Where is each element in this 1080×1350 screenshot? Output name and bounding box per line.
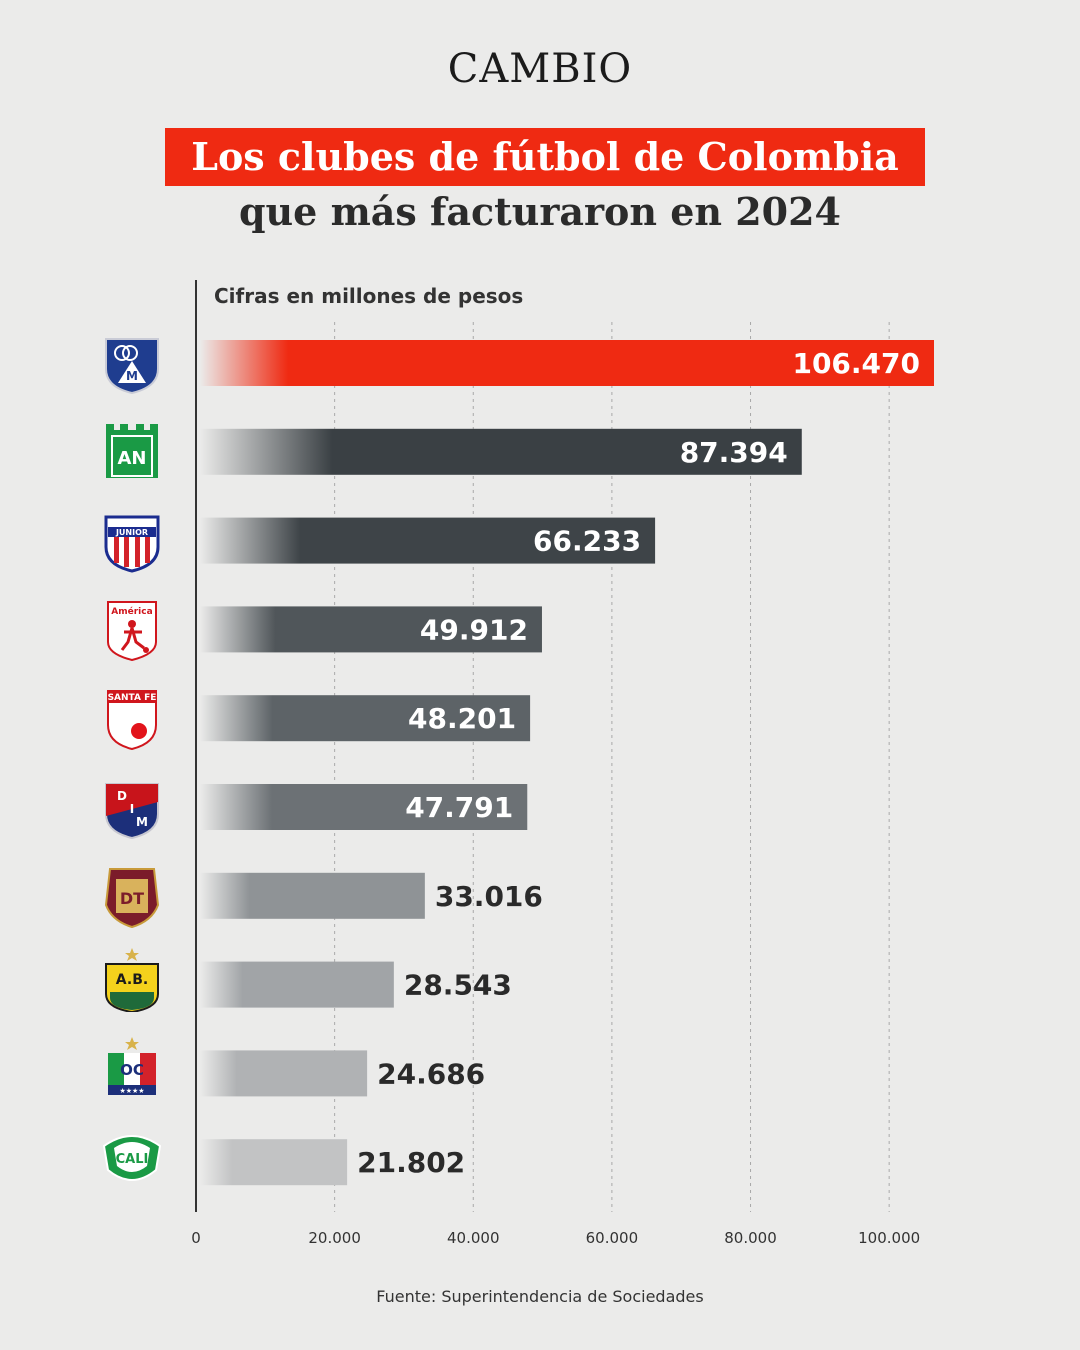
deportes-tolima-crest-icon: DT [100, 865, 164, 929]
chart-title-line2: que más facturaron en 2024 [238, 189, 841, 234]
bar [200, 1139, 348, 1186]
atletico-nacional-crest-icon: AN [100, 420, 164, 484]
svg-text:I: I [130, 802, 134, 816]
bar [200, 517, 656, 564]
junior-crest-icon: JUNIOR [100, 509, 164, 573]
bar-value-label: 28.543 [404, 969, 512, 1002]
millonarios-crest-icon: M [100, 331, 164, 395]
brand-logo: CAMBIO [447, 46, 633, 92]
bar [200, 428, 802, 475]
x-tick-label: 0 [191, 1229, 201, 1247]
bar [200, 872, 425, 919]
bar [200, 695, 531, 742]
bar-value-label: 33.016 [435, 880, 543, 913]
source-note: Fuente: Superintendencia de Sociedades [376, 1287, 704, 1306]
x-tick-label: 20.000 [308, 1229, 361, 1247]
bar-value-label: 21.802 [357, 1146, 465, 1179]
svg-text:★★★★: ★★★★ [119, 1087, 144, 1095]
bar [200, 784, 528, 830]
bar-value-label: 87.394 [680, 436, 788, 469]
bar-value-label: 47.791 [405, 791, 513, 824]
svg-text:JUNIOR: JUNIOR [115, 528, 148, 537]
svg-text:OC: OC [120, 1061, 144, 1079]
bar [200, 340, 934, 386]
bar [200, 1050, 368, 1097]
chart-subtitle: Cifras en millones de pesos [214, 284, 524, 308]
svg-text:CALI: CALI [116, 1152, 149, 1167]
bar [200, 961, 394, 1008]
america-de-cali-crest-icon: América [100, 598, 164, 662]
svg-text:M: M [126, 369, 138, 383]
x-tick-label: 80.000 [724, 1229, 777, 1247]
x-tick-label: 60.000 [586, 1229, 639, 1247]
bar-value-label: 48.201 [408, 702, 516, 735]
deportivo-cali-crest-icon: CALI [100, 1126, 164, 1190]
atletico-bucaramanga-crest-icon: A.B. [100, 948, 164, 1012]
svg-text:SANTA FE: SANTA FE [108, 693, 157, 703]
chart-title-highlight: Los clubes de fútbol de Colombia [165, 128, 925, 186]
bar [200, 606, 542, 653]
santa-fe-crest-icon: SANTA FE [100, 687, 164, 751]
x-tick-label: 100.000 [858, 1229, 920, 1247]
once-caldas-crest-icon: OC ★★★★ [100, 1037, 164, 1101]
svg-text:América: América [111, 606, 152, 617]
svg-text:DT: DT [120, 889, 144, 908]
bar-value-label: 49.912 [420, 613, 528, 646]
x-tick-label: 40.000 [447, 1229, 500, 1247]
bar-value-label: 24.686 [377, 1057, 485, 1090]
bar-value-label: 106.470 [792, 347, 920, 380]
bar-value-label: 66.233 [533, 525, 641, 558]
svg-text:A.B.: A.B. [116, 972, 148, 988]
svg-text:AN: AN [118, 448, 147, 469]
svg-text:M: M [136, 815, 148, 829]
svg-text:D: D [117, 789, 127, 803]
